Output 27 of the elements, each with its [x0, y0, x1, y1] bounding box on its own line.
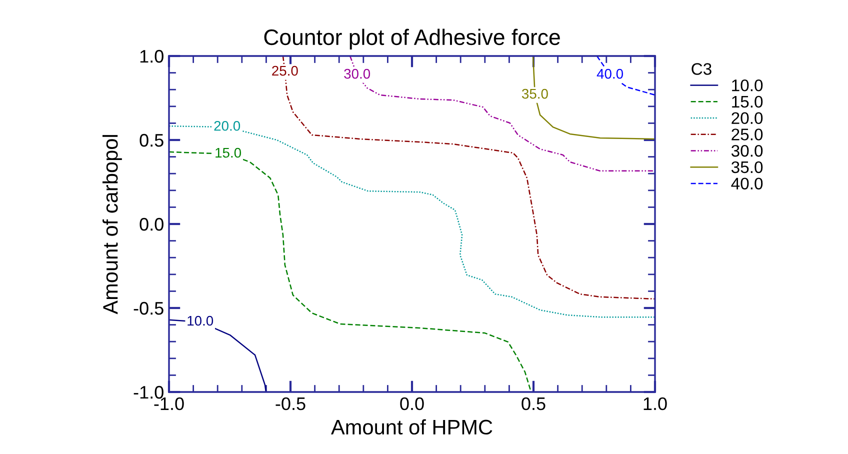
- legend-label: 25.0: [732, 128, 763, 140]
- legend-label: 40.0: [731, 178, 763, 190]
- annotation: 40.0: [596, 68, 624, 79]
- annotation: 20.0: [214, 120, 240, 131]
- legend-label: 30.0: [731, 144, 763, 157]
- x-tick-label: 1.0: [644, 397, 667, 410]
- x-tick-label: -1.0: [154, 397, 184, 410]
- annotation: 25.0: [272, 66, 298, 76]
- annotation: 15.0: [216, 148, 242, 158]
- legend-label: 35.0: [731, 161, 763, 174]
- x-tick-label: 0.5: [522, 397, 546, 410]
- y-tick-label: -0.5: [134, 302, 164, 315]
- legend-label: 15.0: [732, 96, 763, 108]
- x-tick-label: -0.5: [276, 397, 306, 410]
- chart-title: Countor plot of Adhesive force: [264, 28, 560, 50]
- annotation: 35.0: [522, 88, 548, 99]
- legend-title: C3: [692, 63, 712, 75]
- x-tick-label: 0.0: [400, 397, 424, 410]
- y-tick-label: 0.5: [140, 134, 164, 147]
- y-tick-label: -1.0: [134, 386, 164, 399]
- y-tick-label: 0.0: [140, 218, 164, 231]
- y-axis-title: Amount of carbopol: [102, 135, 122, 314]
- annotation: 30.0: [344, 68, 370, 79]
- y-tick-label: 1.0: [140, 50, 164, 63]
- legend-label: 20.0: [732, 112, 763, 124]
- legend-label: 10.0: [732, 79, 763, 92]
- x-axis-title: Amount of HPMC: [331, 419, 492, 435]
